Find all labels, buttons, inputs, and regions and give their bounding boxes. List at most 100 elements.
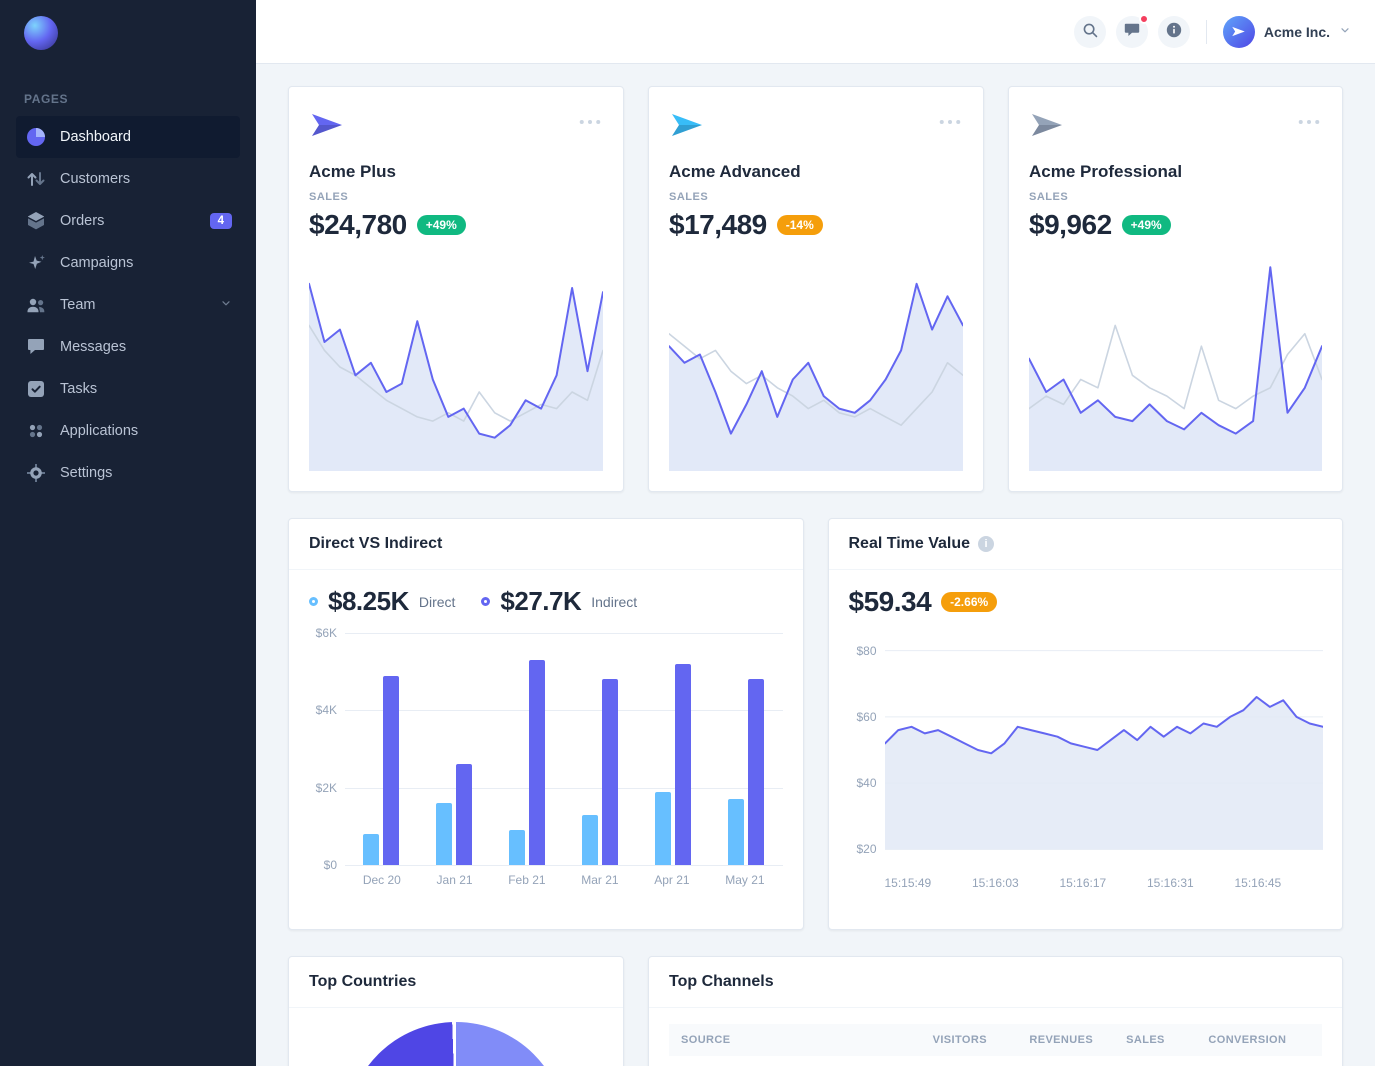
chat-icon: [1123, 21, 1141, 42]
column-header-sales: SALES: [1126, 1034, 1165, 1046]
indirect-total: $27.7K: [500, 586, 582, 616]
x-tick: Apr 21: [654, 873, 690, 887]
metric-label: SALES: [1029, 191, 1069, 203]
ellipsis-icon: [579, 113, 601, 128]
stat-card-acme-plus: Acme Plus SALES $24,780 +49%: [288, 86, 624, 492]
card-title: Acme Professional: [1029, 162, 1183, 181]
bar-chart-y-axis: $6K $4K $2K $0: [309, 626, 345, 872]
bar-direct: [363, 834, 380, 865]
sidebar-item-campaigns[interactable]: Campaigns: [16, 242, 240, 284]
search-icon: [1081, 21, 1099, 42]
bottom-row: Top Countries Top Channels SOURCE VISI: [288, 956, 1343, 1066]
card-title: Top Channels: [669, 973, 774, 990]
real-time-value-card: Real Time Value i $59.34 -2.66% $80 $60: [827, 518, 1343, 930]
sidebar-item-customers[interactable]: Customers: [16, 158, 240, 200]
countries-donut-chart: [346, 1022, 566, 1066]
sidebar-item-applications[interactable]: Applications: [16, 410, 240, 452]
chevron-down-icon: [220, 297, 232, 313]
card-title: Real Time Value: [848, 535, 971, 552]
x-tick: 15:15:49: [884, 876, 932, 890]
real-time-x-axis: 15:15:49 15:16:03 15:16:17 15:16:31 15:1…: [885, 874, 1323, 894]
info-button[interactable]: [1157, 15, 1190, 48]
y-tick: $2K: [315, 780, 337, 795]
campaigns-icon: [24, 251, 48, 275]
y-tick: $4K: [315, 703, 337, 718]
sidebar: PAGES Dashboard Customers Orders 4: [0, 0, 256, 1066]
sidebar-item-orders[interactable]: Orders 4: [16, 200, 240, 242]
x-tick: Dec 20: [362, 873, 401, 887]
card-menu-button[interactable]: [1296, 107, 1322, 134]
x-tick: May 21: [725, 873, 765, 887]
column-header-revenues: REVENUES: [1029, 1034, 1094, 1046]
bar-group: [727, 633, 764, 865]
sidebar-item-label: Campaigns: [60, 255, 134, 271]
sidebar-item-label: Dashboard: [60, 129, 131, 145]
top-channels-card: Top Channels SOURCE VISITORS REVENUES SA…: [648, 956, 1343, 1066]
company-name: Acme Inc.: [1263, 23, 1330, 40]
product-logo-icon: [1029, 107, 1065, 148]
tasks-icon: [24, 377, 48, 401]
delta-badge: +49%: [1121, 215, 1171, 235]
sidebar-item-tasks[interactable]: Tasks: [16, 368, 240, 410]
sidebar-item-label: Team: [60, 297, 96, 313]
real-time-chart: $80 $60 $40 $20: [849, 634, 1324, 866]
delta-badge: -2.66%: [941, 592, 998, 612]
bar-direct: [655, 791, 672, 865]
user-menu[interactable]: Acme Inc.: [1222, 15, 1351, 48]
sidebar-item-label: Tasks: [60, 381, 98, 397]
bar-indirect: [602, 679, 619, 865]
sales-value: $24,780: [309, 209, 407, 240]
indirect-legend-dot: [481, 597, 491, 606]
real-time-y-axis: $80 $60 $40 $20: [849, 634, 885, 866]
metric-label: SALES: [309, 191, 349, 203]
search-button[interactable]: [1073, 15, 1106, 48]
direct-label: Direct: [418, 593, 456, 610]
chevron-down-icon: [1339, 23, 1351, 41]
gridline: [345, 787, 783, 789]
main-area: Acme Inc.: [256, 0, 1375, 1066]
realtime-plot: [883, 634, 1324, 866]
bar-indirect: [456, 764, 473, 865]
customers-icon: [24, 167, 48, 191]
real-time-value: $59.34: [848, 586, 932, 617]
card-menu-button[interactable]: [577, 107, 603, 134]
sales-sparkline-chart: [309, 263, 603, 471]
chart-legend: $8.25K Direct $27.7K Indirect: [309, 586, 783, 617]
y-tick: $80: [856, 643, 877, 658]
gridline: [345, 710, 783, 712]
x-tick: 15:16:45: [1234, 876, 1282, 890]
card-title: Direct VS Indirect: [309, 535, 443, 552]
sidebar-item-team[interactable]: Team: [16, 284, 240, 326]
sidebar-nav: Dashboard Customers Orders 4 Campaig: [16, 116, 240, 494]
indirect-label: Indirect: [591, 593, 638, 610]
sidebar-item-dashboard[interactable]: Dashboard: [16, 116, 240, 158]
info-icon[interactable]: i: [978, 536, 995, 552]
app-logo[interactable]: [24, 16, 58, 50]
bar-group: [509, 633, 546, 865]
card-menu-button[interactable]: [937, 107, 963, 134]
sidebar-item-label: Orders: [60, 213, 105, 229]
sidebar-item-messages[interactable]: Messages: [16, 326, 240, 368]
bar-indirect: [675, 663, 692, 865]
header-divider: [1205, 19, 1207, 44]
top-countries-card: Top Countries: [288, 956, 624, 1066]
bar-indirect: [529, 660, 546, 865]
dashboard-icon: [24, 125, 48, 149]
bar-direct: [727, 799, 744, 865]
bar-direct: [582, 814, 599, 865]
x-tick: Jan 21: [436, 873, 473, 887]
messages-button[interactable]: [1115, 13, 1149, 48]
y-tick: $60: [856, 709, 877, 724]
top-header: Acme Inc.: [256, 0, 1375, 64]
column-header-visitors: VISITORS: [932, 1034, 987, 1046]
sidebar-item-settings[interactable]: Settings: [16, 452, 240, 494]
y-tick: $20: [856, 842, 877, 857]
sidebar-item-label: Applications: [60, 423, 139, 439]
direct-legend-dot: [309, 597, 318, 606]
bar-chart: $6K $4K $2K $0: [309, 626, 783, 872]
applications-icon: [24, 419, 48, 443]
info-icon: [1165, 21, 1183, 42]
sidebar-item-label: Customers: [60, 171, 131, 187]
y-tick: $40: [856, 776, 877, 791]
